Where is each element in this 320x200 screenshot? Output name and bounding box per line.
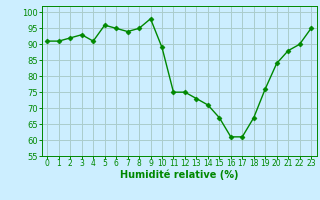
X-axis label: Humidité relative (%): Humidité relative (%) [120, 170, 238, 180]
